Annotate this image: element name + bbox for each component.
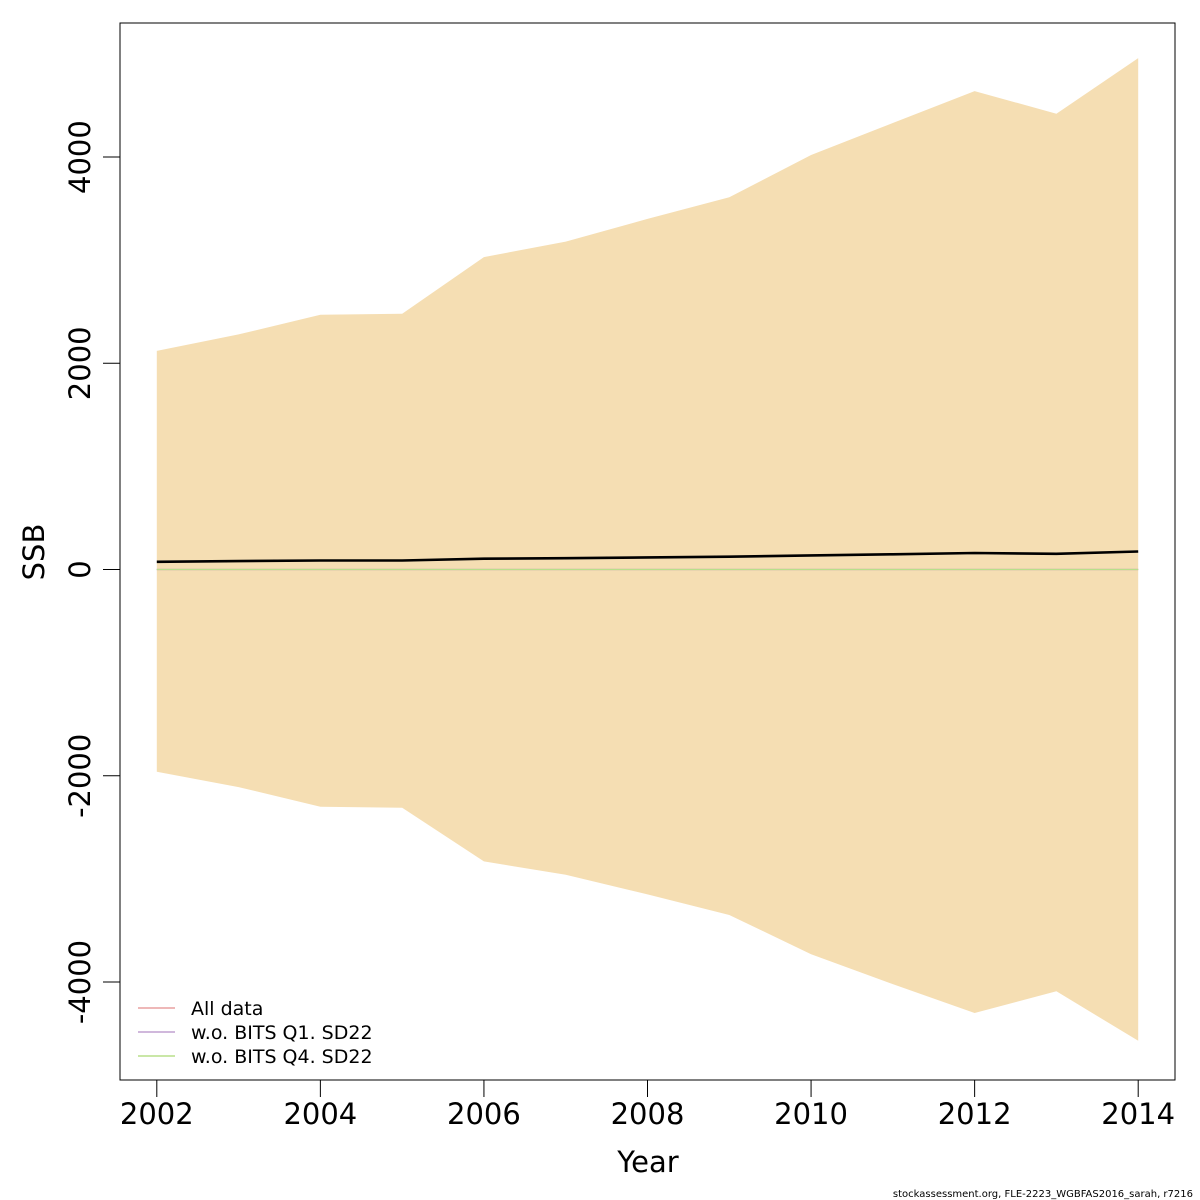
y-tick-label: -4000 bbox=[63, 940, 97, 1024]
x-tick-label: 2006 bbox=[447, 1097, 521, 1131]
x-axis-title: Year bbox=[616, 1145, 678, 1179]
series-line-ssb-estimate bbox=[156, 550, 1139, 564]
y-tick-label: 0 bbox=[63, 560, 97, 578]
legend-label: w.o. BITS Q1. SD22 bbox=[191, 1022, 373, 1044]
y-tick-label: 2000 bbox=[63, 326, 97, 400]
confidence-band-area bbox=[156, 58, 1139, 1041]
x-axis: 2002 2004 2006 2008 2010 2012 2014 bbox=[120, 1079, 1175, 1131]
y-tick-label: -2000 bbox=[63, 734, 97, 818]
y-tick-label: 4000 bbox=[63, 120, 97, 194]
x-tick-label: 2002 bbox=[120, 1097, 194, 1131]
legend-label: All data bbox=[191, 998, 263, 1020]
x-tick-label: 2014 bbox=[1101, 1097, 1175, 1131]
legend-label: w.o. BITS Q4. SD22 bbox=[191, 1046, 373, 1068]
series-lines bbox=[156, 550, 1139, 571]
y-axis-title: SSB bbox=[17, 524, 51, 581]
confidence-band bbox=[156, 58, 1139, 1041]
x-tick-label: 2008 bbox=[611, 1097, 685, 1131]
x-tick-label: 2004 bbox=[283, 1097, 357, 1131]
footer-note: stockassessment.org, FLE-2223_WGBFAS2016… bbox=[893, 1189, 1193, 1200]
x-tick-label: 2010 bbox=[774, 1097, 848, 1131]
y-axis: -4000 -2000 0 2000 4000 bbox=[63, 120, 121, 1024]
x-tick-label: 2012 bbox=[938, 1097, 1012, 1131]
